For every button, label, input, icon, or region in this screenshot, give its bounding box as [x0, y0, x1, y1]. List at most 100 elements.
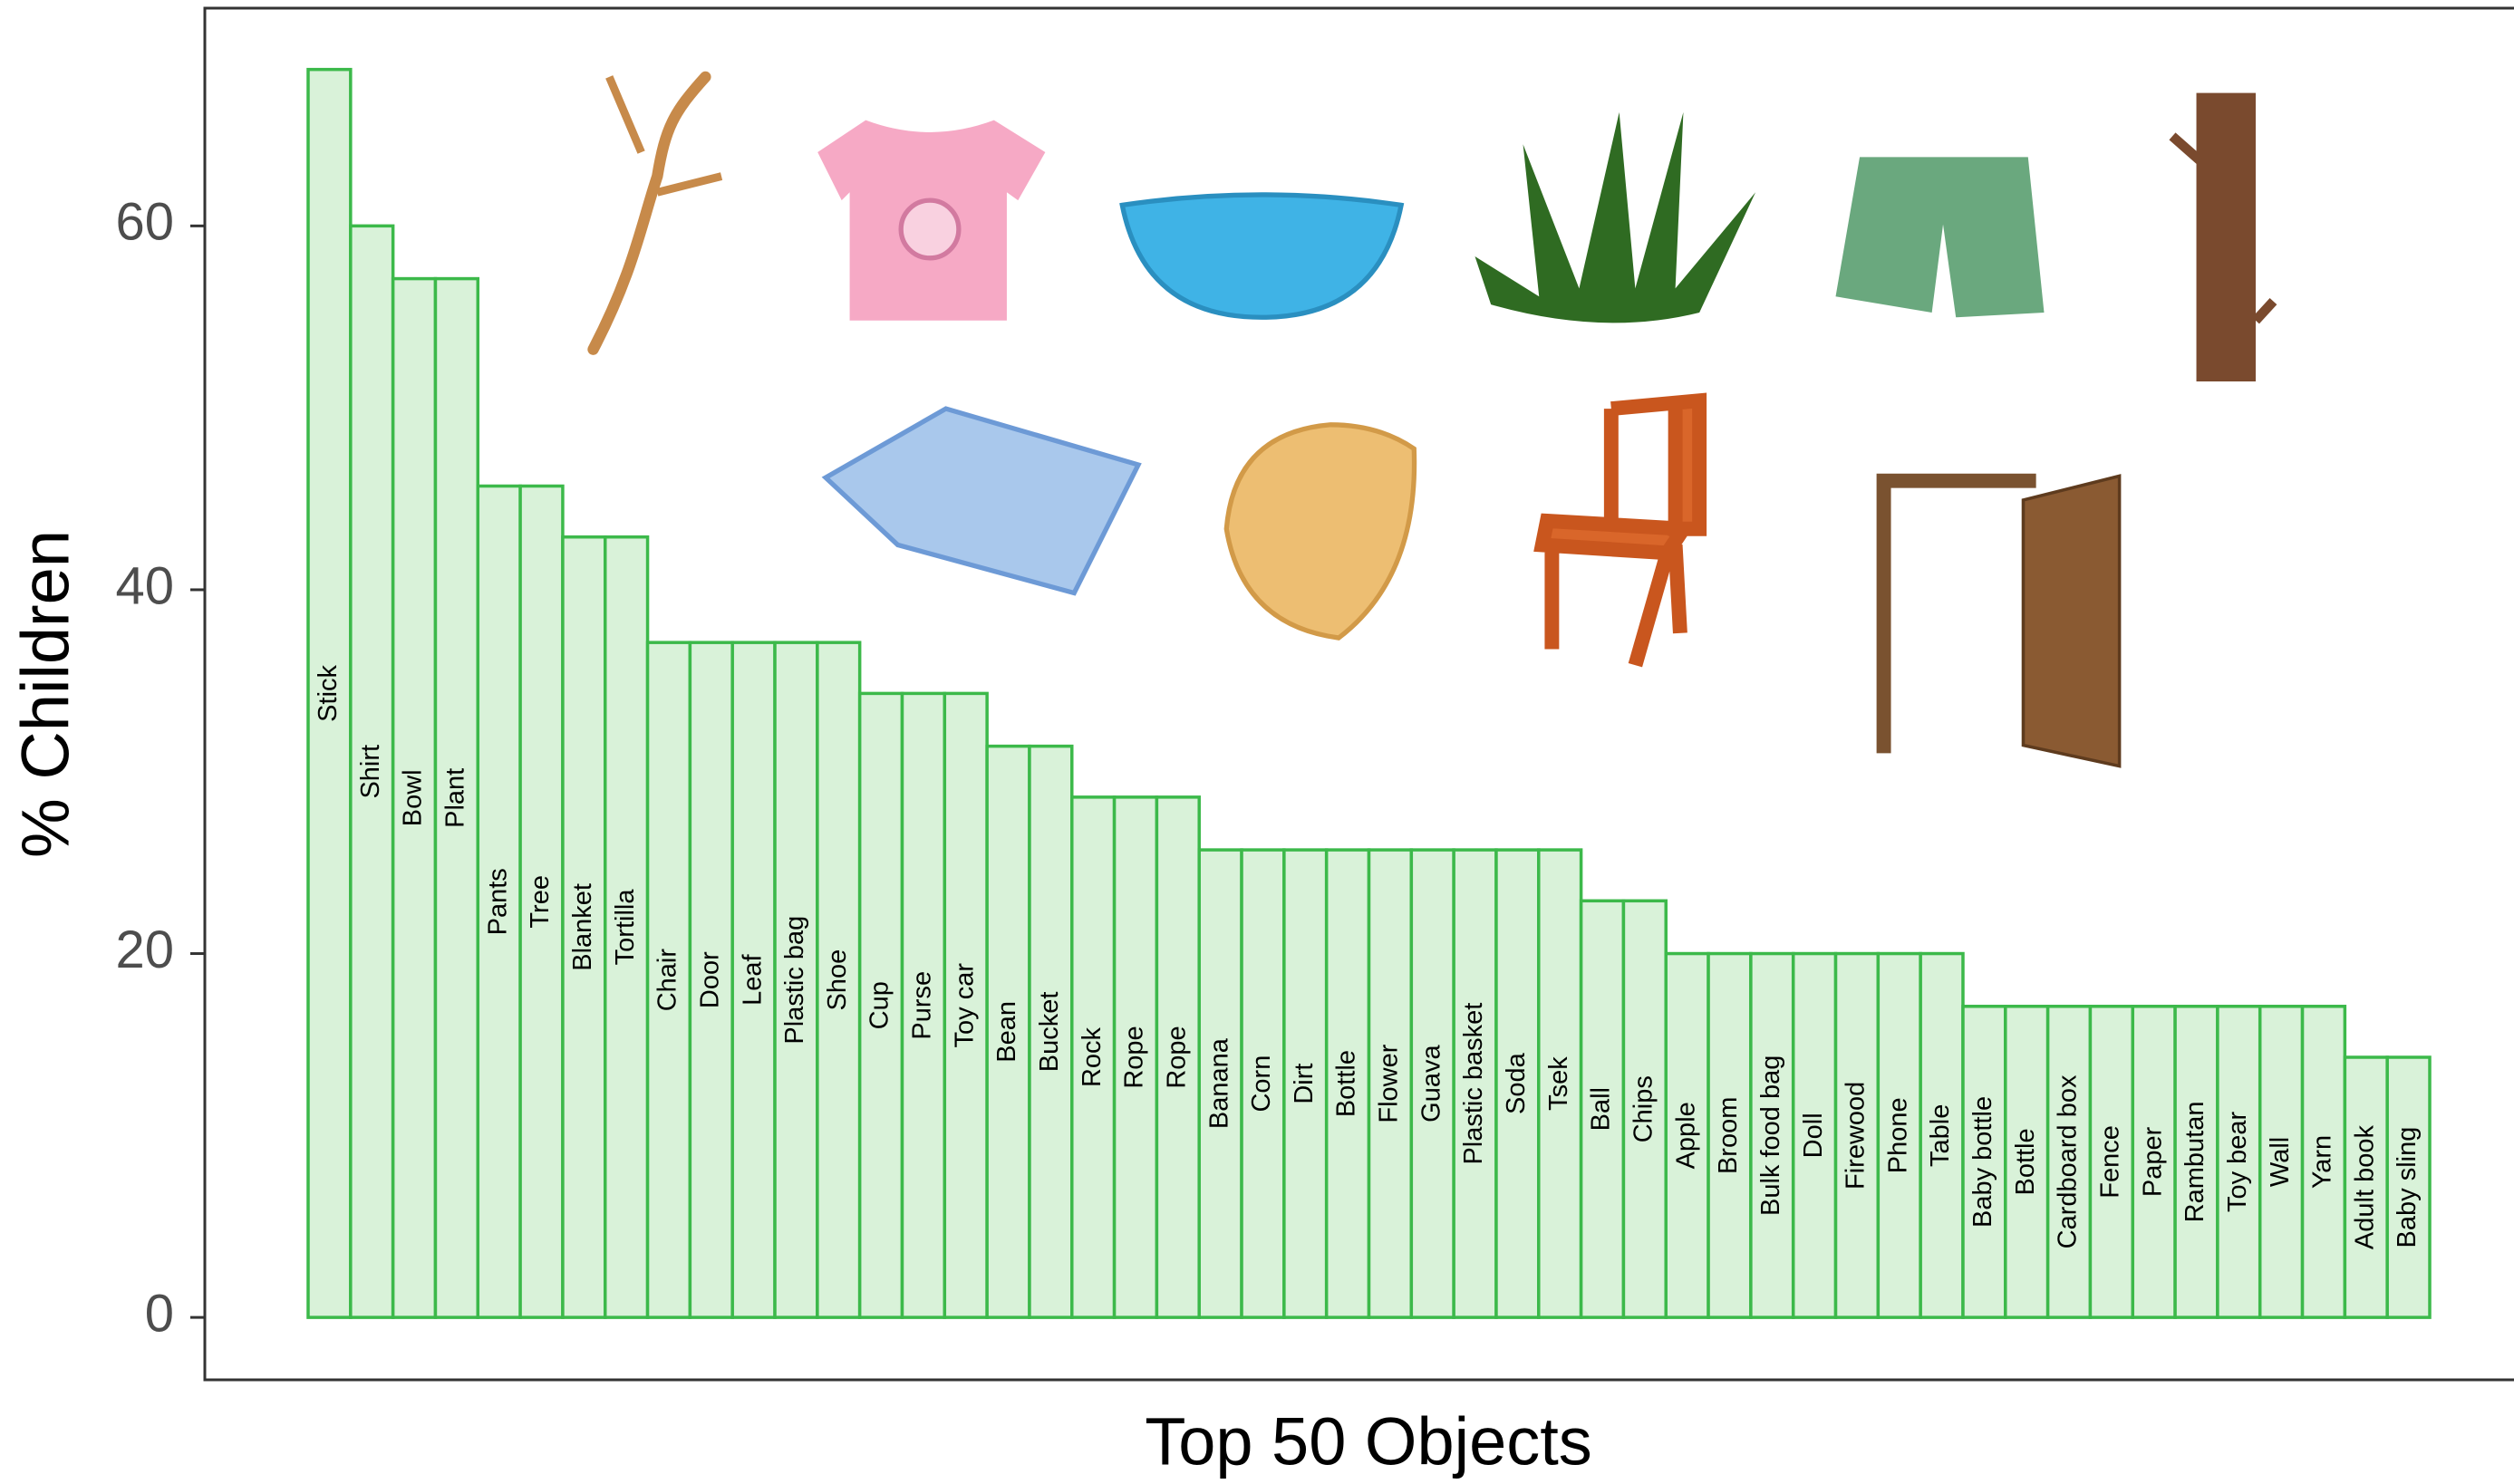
- tree-branch: [2169, 132, 2277, 324]
- bar: [391, 276, 438, 1319]
- bar: [561, 535, 607, 1319]
- bar-label: Stick: [314, 664, 343, 721]
- bar-label: Cup: [865, 981, 894, 1029]
- bar-label: Corn: [1247, 1055, 1276, 1113]
- bar: [1919, 951, 1965, 1319]
- bar-label: Door: [695, 951, 724, 1008]
- bar-label: Firewood: [1842, 1082, 1871, 1190]
- bar-label: Tree: [526, 875, 555, 929]
- bar-label: Baby sling: [2393, 1127, 2422, 1248]
- bar-label: Shoe: [823, 949, 852, 1011]
- bar-label: Banana: [1204, 1037, 1233, 1129]
- tree-icon: [2196, 92, 2256, 382]
- x-axis-title: Top 50 Objects: [1145, 1404, 1592, 1479]
- bar-label: Baby bottle: [1968, 1096, 1997, 1228]
- bar-label: Purse: [908, 971, 937, 1040]
- bar-label: Rope: [1162, 1026, 1191, 1088]
- bar-label: Bottle: [2011, 1128, 2040, 1195]
- bar-label: Dirt: [1290, 1064, 1319, 1104]
- bar-label: Rope: [1120, 1026, 1149, 1088]
- bar: [1367, 848, 1414, 1319]
- bar-label: Ball: [1587, 1087, 1616, 1131]
- bar-label: Chips: [1629, 1075, 1658, 1142]
- bar: [2088, 1005, 2135, 1319]
- bar: [2343, 1055, 2389, 1319]
- bar: [688, 641, 734, 1319]
- plot-panel: [203, 6, 2514, 1382]
- bar: [2385, 1055, 2432, 1319]
- bar-label: Broom: [1714, 1097, 1743, 1174]
- chair-icon: [1533, 392, 1707, 668]
- blanket-icon: [821, 406, 1142, 596]
- bar-label: Guava: [1417, 1045, 1446, 1123]
- bar: [433, 276, 480, 1319]
- bar-label: Pants: [483, 868, 512, 935]
- y-axis-title: % Children: [8, 530, 83, 858]
- bar: [773, 641, 819, 1319]
- bar-label: Wall: [2266, 1137, 2295, 1187]
- bar-label: Cardboard box: [2054, 1074, 2083, 1248]
- bar: [2300, 1005, 2347, 1319]
- bar: [1494, 848, 1541, 1319]
- bar-label: Fence: [2096, 1125, 2125, 1199]
- bar-label: Phone: [1883, 1097, 1912, 1173]
- bar-label: Yarn: [2308, 1135, 2337, 1189]
- bar-label: Adult book: [2350, 1125, 2379, 1250]
- bar: [2131, 1005, 2177, 1319]
- bar-label: Doll: [1799, 1113, 1828, 1158]
- bar-label: Flower: [1375, 1044, 1404, 1123]
- bars: Stick Shirt Bowl Plant Pants Tree Blanket Torti…: [306, 67, 2432, 1319]
- bar-label: Blanket: [568, 883, 597, 971]
- bar-label: Bulk food bag: [1756, 1055, 1785, 1216]
- bar: [985, 744, 1031, 1319]
- bar: [1240, 848, 1286, 1319]
- bar: [1791, 951, 1838, 1319]
- bar-label: Bowl: [399, 769, 428, 826]
- stick-branch: [605, 75, 723, 197]
- plant-icon: [1475, 111, 1756, 323]
- bar-label: Bucket: [1035, 992, 1064, 1073]
- y-tick-label: 20: [115, 920, 174, 979]
- bar-label: Toy bear: [2223, 1111, 2252, 1212]
- door-frame: [1876, 473, 2036, 754]
- bar: [2216, 1005, 2262, 1319]
- bar: [1155, 795, 1201, 1319]
- bar: [349, 224, 395, 1319]
- bar-label: Chair: [653, 949, 682, 1012]
- bar: [816, 641, 862, 1319]
- bar: [603, 535, 650, 1319]
- bar: [1324, 848, 1371, 1319]
- bar: [1876, 951, 1922, 1319]
- bar: [1707, 951, 1753, 1319]
- door-icon: [2021, 474, 2122, 768]
- bar: [857, 691, 904, 1319]
- bar: [2258, 1005, 2305, 1319]
- stick-icon: [587, 71, 711, 355]
- y-tick-label: 60: [115, 193, 174, 252]
- y-tick-label: 40: [115, 556, 174, 615]
- bar-label: Toy car: [950, 963, 979, 1048]
- bar: [476, 484, 522, 1319]
- bar: [1664, 951, 1710, 1319]
- bar: [900, 691, 947, 1319]
- y-tick-label: 0: [145, 1284, 174, 1343]
- bar-label: Tortilla: [611, 889, 640, 966]
- bowl-icon: [1119, 192, 1405, 320]
- bar-label: Rock: [1078, 1026, 1107, 1087]
- bar: [1621, 899, 1668, 1319]
- bar-label: Plant: [441, 768, 470, 828]
- bar: [2045, 1005, 2093, 1319]
- tortilla-icon: [1223, 422, 1417, 641]
- bar: [1070, 795, 1117, 1319]
- bar-label: Paper: [2138, 1126, 2167, 1197]
- bar: [1961, 1005, 2007, 1319]
- bar: [1112, 795, 1159, 1319]
- bar-label: Apple: [1671, 1102, 1700, 1169]
- bar-label: Bottle: [1332, 1050, 1361, 1117]
- shorts-icon: [1835, 157, 2045, 318]
- bar-label: Tsek: [1544, 1056, 1573, 1111]
- bar-label: Bean: [992, 1001, 1021, 1063]
- bar-label: Shirt: [356, 745, 385, 799]
- bar: [1537, 848, 1583, 1319]
